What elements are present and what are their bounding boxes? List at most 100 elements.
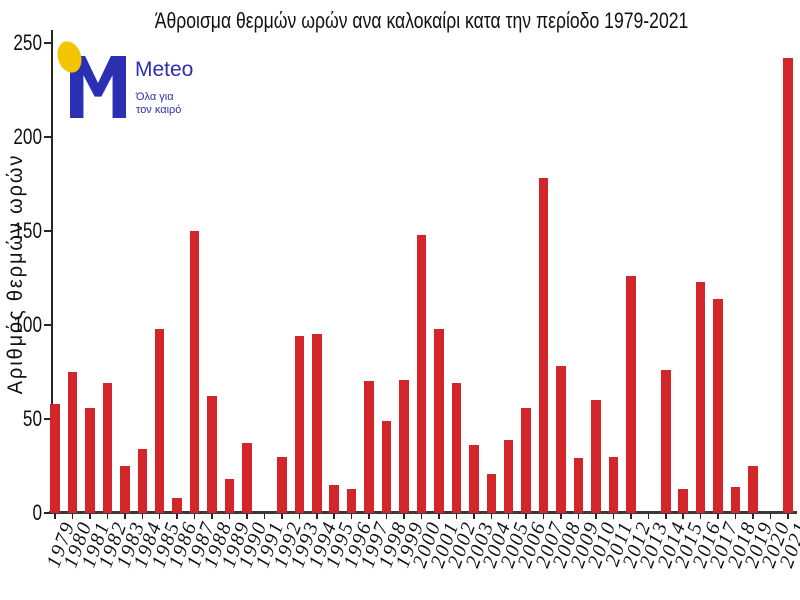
x-tick-mark [542, 514, 545, 519]
x-tick-mark [507, 514, 510, 519]
y-tick-mark [44, 136, 52, 138]
logo-brand-text: Meteo [135, 58, 194, 81]
bar-2004 [486, 473, 496, 513]
y-tick-mark [44, 418, 52, 420]
y-tick-label: 200 [13, 124, 43, 149]
y-tick-mark [44, 512, 52, 514]
x-tick-mark [298, 514, 301, 519]
x-tick-mark [176, 514, 178, 519]
x-tick-mark [769, 514, 772, 519]
bar-2012 [626, 276, 636, 513]
meteo-logo: Meteo Όλα για τον καιρό [50, 36, 194, 131]
x-tick-mark [316, 514, 318, 519]
bar-2014 [661, 370, 671, 513]
x-tick-mark [385, 514, 388, 519]
x-tick-mark [263, 514, 266, 519]
x-tick-mark [699, 514, 702, 519]
bar-1981 [85, 407, 95, 513]
x-tick-mark [403, 514, 405, 519]
bar-1994 [312, 334, 322, 513]
x-tick-mark [106, 514, 109, 519]
x-tick-mark [54, 514, 56, 519]
x-tick-mark [333, 514, 335, 519]
bar-1987 [189, 231, 200, 513]
x-tick-mark [787, 514, 789, 519]
bar-1979 [50, 403, 60, 513]
bar-1997 [364, 381, 374, 513]
y-tick-mark [44, 324, 52, 326]
x-tick-mark [420, 514, 423, 519]
logo-m-icon [70, 56, 126, 118]
bar-2019 [748, 466, 758, 513]
bar-1986 [172, 497, 182, 513]
bar-1983 [120, 466, 130, 513]
bar-1984 [137, 449, 147, 513]
x-tick-mark [577, 514, 580, 519]
x-tick-mark [560, 514, 562, 519]
x-tick-mark [438, 514, 440, 519]
y-axis-label: Αριθμός θερμών ωρών [4, 153, 27, 395]
bar-1985 [154, 328, 165, 513]
x-tick-mark [490, 514, 492, 519]
bar-2007 [538, 178, 549, 513]
bar-2015 [678, 488, 688, 513]
logo-slogan: Όλα για τον καιρό [136, 91, 181, 116]
x-tick-mark [455, 514, 458, 519]
y-axis-spine [51, 30, 53, 514]
x-tick-mark [665, 514, 667, 519]
bar-1995 [329, 484, 339, 513]
bar-2009 [573, 458, 584, 513]
logo-slogan-line2: τον καιρό [136, 103, 182, 116]
x-tick-mark [350, 514, 353, 519]
bar-2005 [503, 439, 514, 513]
x-tick-mark [368, 514, 370, 519]
bar-2008 [556, 366, 566, 513]
bar-2006 [521, 407, 531, 513]
x-tick-mark [228, 514, 231, 519]
x-tick-mark [193, 514, 196, 519]
y-tick-label: 100 [13, 312, 43, 337]
bar-1990 [242, 443, 252, 513]
x-tick-mark [717, 514, 719, 519]
x-tick-mark [211, 514, 213, 519]
y-tick-label: 250 [13, 30, 43, 55]
bar-2003 [469, 445, 479, 513]
y-tick-label: 0 [32, 500, 42, 525]
bar-2000 [416, 234, 427, 513]
x-tick-mark [525, 514, 527, 519]
x-tick-mark [473, 514, 475, 519]
y-tick-label: 50 [22, 406, 42, 431]
x-tick-mark [682, 514, 684, 519]
bar-1996 [346, 488, 357, 513]
logo-slogan-line1: Όλα για [136, 91, 174, 103]
chart-title-text: Άθροισμα θερμών ωρών ανα καλοκαίρι κατα … [155, 8, 689, 33]
bar-1993 [294, 336, 305, 513]
bar-2001 [434, 328, 444, 513]
bar-1999 [399, 379, 409, 513]
bar-1982 [102, 383, 113, 513]
bar-1980 [67, 372, 78, 513]
chart-title: Άθροισμα θερμών ωρών ανα καλοκαίρι κατα … [52, 8, 792, 34]
x-tick-mark [158, 514, 161, 519]
bar-1992 [277, 456, 287, 513]
bar-2016 [695, 281, 706, 513]
x-tick-mark [752, 514, 754, 519]
x-tick-mark [124, 514, 126, 519]
bar-2017 [713, 298, 723, 513]
x-tick-mark [71, 514, 74, 519]
x-tick-mark [734, 514, 737, 519]
bar-1989 [224, 479, 235, 513]
bar-2011 [608, 456, 619, 513]
x-tick-mark [630, 514, 632, 519]
x-tick-mark [246, 514, 248, 519]
x-tick-mark [89, 514, 91, 519]
y-tick-mark [44, 230, 52, 232]
y-tick-mark [44, 42, 52, 44]
x-tick-mark [141, 514, 143, 519]
x-tick-mark [281, 514, 283, 519]
bar-1988 [207, 396, 217, 513]
x-tick-mark [647, 514, 650, 519]
bar-2002 [451, 383, 462, 513]
y-tick-label: 150 [13, 218, 43, 243]
